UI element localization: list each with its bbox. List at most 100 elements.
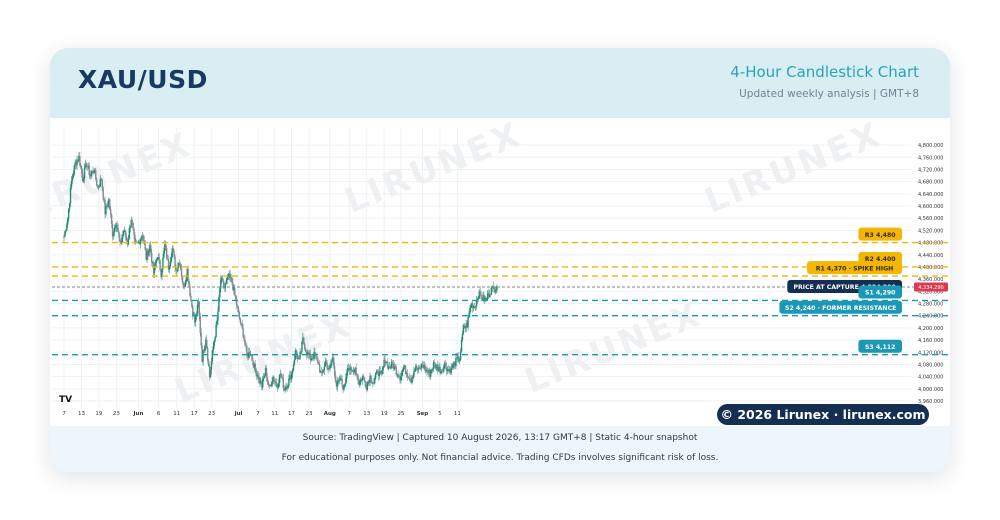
candle xyxy=(486,293,489,300)
candle xyxy=(348,367,351,371)
candle xyxy=(438,366,440,369)
candle xyxy=(318,363,320,365)
candle xyxy=(249,354,252,356)
candle xyxy=(207,360,210,366)
candle xyxy=(413,371,415,377)
candle xyxy=(236,305,239,308)
candle xyxy=(66,224,68,231)
candle xyxy=(346,372,348,379)
candle xyxy=(411,377,413,383)
candle xyxy=(250,354,253,356)
candle xyxy=(222,280,225,287)
candlestick-chart[interactable]: 4,800.000 4,760.000 4,720.000 4,680.000 4,64… xyxy=(50,118,950,426)
y-tick-label: 4,640.000 xyxy=(918,192,943,198)
candle xyxy=(480,294,482,299)
candle xyxy=(181,276,184,284)
candle xyxy=(436,364,438,371)
disclaimer-line: For educational purposes only. Not finan… xyxy=(281,453,719,463)
candle xyxy=(155,259,158,264)
candle xyxy=(260,381,262,384)
candle xyxy=(484,297,486,302)
candle xyxy=(405,373,408,375)
candle xyxy=(306,352,309,356)
candle xyxy=(334,375,337,382)
candle xyxy=(67,218,69,225)
candle xyxy=(360,379,363,381)
candle xyxy=(134,235,136,243)
candle xyxy=(349,367,352,371)
candle xyxy=(370,375,372,382)
candle xyxy=(298,358,300,359)
candle xyxy=(471,303,473,305)
candle xyxy=(237,307,240,312)
candle xyxy=(80,165,82,168)
candle xyxy=(69,187,72,204)
svg-text:PRICE AT CAPTURE 4,334.290: PRICE AT CAPTURE 4,334.290 xyxy=(793,284,896,291)
candle xyxy=(226,275,229,280)
price-axis-tag: 4,334.290 xyxy=(914,282,948,292)
candle xyxy=(336,380,339,387)
candle xyxy=(468,313,470,318)
candle xyxy=(183,285,186,287)
candle xyxy=(289,375,291,379)
candle xyxy=(257,375,259,380)
candle xyxy=(408,377,410,380)
candle xyxy=(292,364,295,371)
candle xyxy=(427,371,429,373)
candle xyxy=(258,377,260,380)
candle xyxy=(434,363,437,369)
candle xyxy=(106,206,108,207)
y-tick-label: 4,320.000 xyxy=(918,289,943,295)
x-tick-label: 17 xyxy=(288,411,295,417)
candle xyxy=(364,381,367,387)
card-footer: Source: TradingView | Captured 10 August… xyxy=(50,426,950,472)
candle xyxy=(356,374,358,376)
candle xyxy=(142,235,145,241)
candle xyxy=(444,362,446,367)
candle xyxy=(220,279,222,289)
support-level-label: S2 4,240 · FORMER RESISTANCE xyxy=(779,300,902,314)
candle xyxy=(111,223,114,237)
candle xyxy=(249,352,251,356)
candle xyxy=(95,179,98,186)
candle xyxy=(174,256,176,268)
candle xyxy=(77,160,79,162)
candle xyxy=(147,251,149,256)
candle xyxy=(191,300,193,307)
candle xyxy=(442,370,444,372)
candle xyxy=(490,287,493,295)
candle xyxy=(322,370,325,372)
candle xyxy=(403,365,406,368)
candle xyxy=(384,359,386,363)
candle xyxy=(235,299,238,306)
x-tick-label: 23 xyxy=(208,411,215,417)
candle xyxy=(81,173,84,182)
candle xyxy=(365,386,368,390)
x-tick-label: 19 xyxy=(381,411,388,417)
candle xyxy=(137,242,140,243)
y-tick-label: 4,560.000 xyxy=(918,216,943,222)
chart-area[interactable]: LIRUNEX LIRUNEX LIRUNEX LIRUNEX LIRUNEX … xyxy=(50,114,950,426)
candle xyxy=(259,377,261,384)
candle xyxy=(287,385,289,388)
candle xyxy=(374,372,377,379)
candle xyxy=(443,366,445,372)
candle xyxy=(246,346,248,355)
candle xyxy=(241,323,243,329)
candle xyxy=(122,234,124,239)
candle xyxy=(120,242,122,244)
candle xyxy=(317,358,319,364)
candle xyxy=(283,388,285,390)
x-tick-label: 23 xyxy=(113,411,120,417)
candle xyxy=(324,360,326,367)
candle xyxy=(338,377,340,381)
candle xyxy=(362,375,365,378)
candle xyxy=(320,371,323,373)
candle xyxy=(450,365,452,373)
candle xyxy=(312,358,314,360)
candle xyxy=(290,375,292,380)
candle xyxy=(366,383,368,390)
candle xyxy=(129,227,131,229)
candle xyxy=(444,362,447,368)
candle xyxy=(383,359,385,367)
